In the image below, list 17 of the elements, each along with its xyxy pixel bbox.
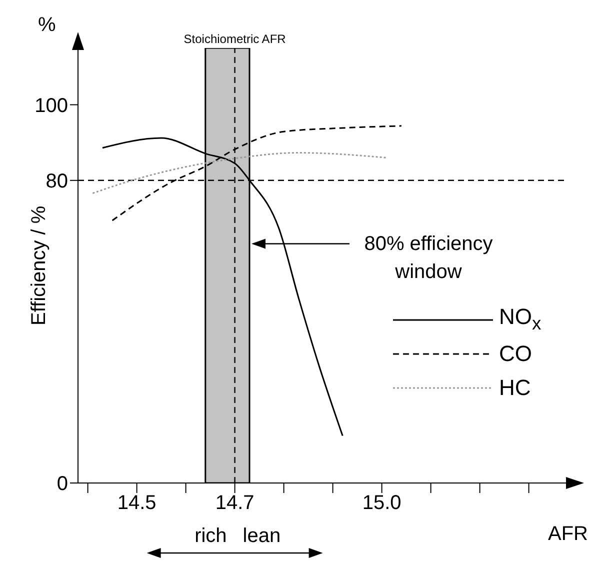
y-tick-label: 0: [56, 473, 68, 496]
line-series: [92, 152, 388, 194]
ref-line-label: Stoichiometric AFR: [184, 32, 286, 46]
y-tick-label: 100: [34, 94, 68, 117]
legend-label: CO: [499, 341, 532, 367]
x-tick-label: 15.0: [362, 492, 402, 514]
x-axis-title: AFR: [548, 523, 588, 546]
y-axis-title: Efficiency / %: [28, 206, 50, 326]
text: lean: [242, 525, 281, 548]
annotation: 80% efficiency window: [363, 232, 494, 285]
legend-label: HC: [499, 375, 531, 401]
legend-label: NO$_{x}$: [499, 304, 542, 336]
y-tick-label: 80: [46, 170, 68, 192]
x-tick-label: 14.7: [215, 492, 254, 514]
x-tick-label: 14.5: [117, 492, 156, 514]
text: %: [38, 14, 56, 37]
text: rich: [194, 525, 227, 548]
